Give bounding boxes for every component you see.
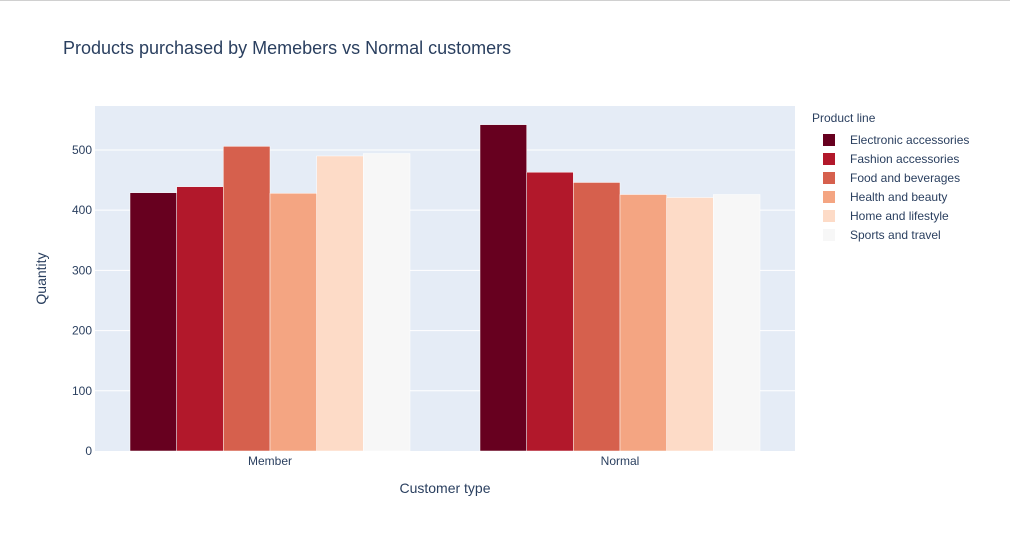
legend-swatch: [823, 152, 835, 165]
legend-item[interactable]: Health and beauty: [812, 187, 969, 206]
legend-label: Health and beauty: [850, 189, 948, 204]
bar[interactable]: [223, 146, 271, 452]
legend-item[interactable]: Fashion accessories: [812, 149, 969, 168]
bar[interactable]: [479, 124, 527, 452]
y-tick-label: 100: [72, 384, 92, 398]
bar[interactable]: [269, 193, 317, 452]
bar[interactable]: [619, 194, 667, 452]
legend-label: Food and beverages: [850, 170, 961, 185]
legend-item[interactable]: Sports and travel: [812, 225, 969, 244]
y-tick-label: 0: [85, 444, 92, 458]
bar[interactable]: [713, 194, 761, 452]
y-tick-label: 200: [72, 324, 92, 338]
legend-title: Product line: [812, 111, 876, 125]
legend-swatch: [823, 228, 835, 241]
legend-item[interactable]: Food and beverages: [812, 168, 969, 187]
legend-swatch: [823, 171, 835, 184]
legend-label: Electronic accessories: [850, 132, 970, 147]
legend-label: Home and lifestyle: [850, 208, 949, 223]
bar[interactable]: [363, 153, 411, 452]
y-tick-label: 500: [72, 143, 92, 157]
legend-item[interactable]: Electronic accessories: [812, 130, 969, 149]
x-tick-label: Member: [248, 454, 292, 468]
legend-swatch: [823, 209, 835, 222]
bar[interactable]: [666, 197, 714, 452]
bar[interactable]: [526, 171, 574, 452]
legend-label: Fashion accessories: [850, 151, 960, 166]
bar[interactable]: [573, 182, 621, 452]
y-axis-title: Quantity: [33, 252, 49, 304]
legend-item[interactable]: Home and lifestyle: [812, 206, 969, 225]
chart-title: Products purchased by Memebers vs Normal…: [63, 38, 512, 58]
y-tick-label: 400: [72, 203, 92, 217]
window-top-border: [0, 0, 1010, 1]
legend-label: Sports and travel: [850, 227, 941, 242]
bar[interactable]: [176, 186, 224, 452]
legend-swatch: [823, 190, 835, 203]
bar[interactable]: [129, 192, 177, 452]
x-tick-label: Normal: [601, 454, 640, 468]
x-axis-title: Customer type: [399, 480, 490, 496]
bar[interactable]: [316, 155, 364, 452]
y-tick-label: 300: [72, 263, 92, 277]
legend: Product line Electronic accessories Fashi…: [812, 111, 969, 244]
legend-swatch: [823, 133, 835, 146]
